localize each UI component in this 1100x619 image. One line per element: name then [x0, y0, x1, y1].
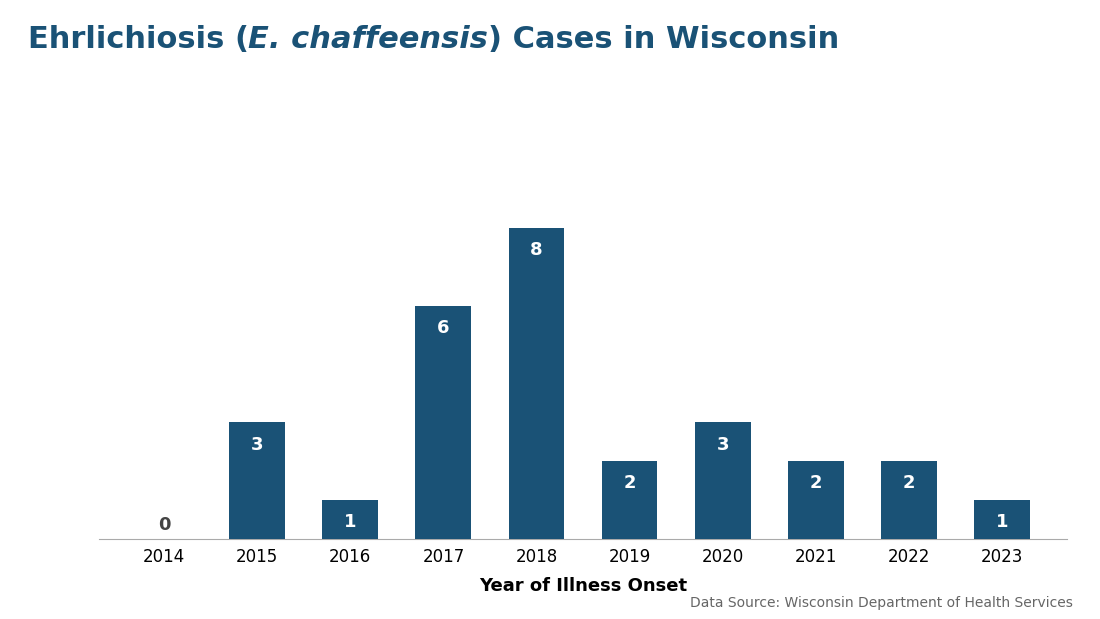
X-axis label: Year of Illness Onset: Year of Illness Onset [478, 578, 688, 595]
Text: 1: 1 [344, 513, 356, 531]
Text: Ehrlichiosis (: Ehrlichiosis ( [28, 25, 249, 54]
Text: Data Source: Wisconsin Department of Health Services: Data Source: Wisconsin Department of Hea… [690, 595, 1072, 610]
Text: 3: 3 [716, 436, 729, 454]
Bar [695, 422, 750, 539]
Bar [881, 461, 937, 539]
Bar [974, 500, 1030, 539]
Text: 1: 1 [996, 513, 1008, 531]
Bar [602, 461, 658, 539]
Y-axis label: Total
Cases: Total Cases [0, 306, 30, 344]
Bar [322, 500, 378, 539]
Text: 2: 2 [624, 474, 636, 493]
Text: 2: 2 [810, 474, 822, 493]
Text: 2: 2 [902, 474, 915, 493]
Bar [788, 461, 844, 539]
Bar [229, 422, 285, 539]
Bar [416, 306, 471, 539]
Text: 6: 6 [437, 319, 450, 337]
Bar [508, 228, 564, 539]
Text: 0: 0 [158, 516, 170, 534]
Text: ) Cases in Wisconsin: ) Cases in Wisconsin [488, 25, 839, 54]
Text: 8: 8 [530, 241, 542, 259]
Text: E. chaffeensis: E. chaffeensis [249, 25, 488, 54]
Text: 3: 3 [251, 436, 264, 454]
